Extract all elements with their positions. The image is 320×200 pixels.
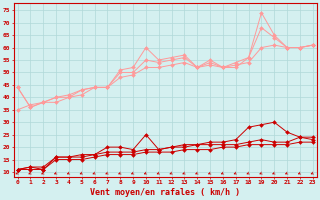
X-axis label: Vent moyen/en rafales ( km/h ): Vent moyen/en rafales ( km/h ): [90, 188, 240, 197]
